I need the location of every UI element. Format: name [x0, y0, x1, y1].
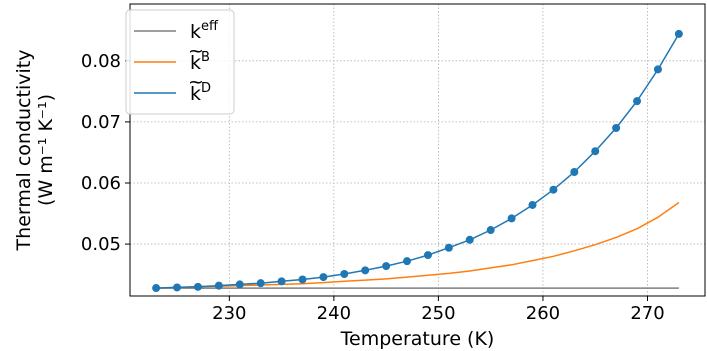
x-tick-label: 230 — [212, 303, 246, 324]
data-point — [549, 185, 558, 194]
data-point — [256, 279, 265, 288]
series-line-b — [156, 201, 680, 289]
x-tick-label: 260 — [526, 303, 560, 324]
data-point — [507, 214, 516, 223]
data-point — [152, 284, 161, 293]
y-tick-label: 0.05 — [81, 234, 121, 255]
legend-entry: kB — [190, 50, 210, 74]
x-axis-label: Temperature (K) — [340, 328, 495, 350]
legend-tilde: ~ — [188, 71, 204, 93]
legend-entry: keff — [190, 19, 219, 43]
data-point — [173, 283, 182, 292]
data-point — [444, 243, 453, 252]
data-point — [423, 251, 432, 260]
data-point — [570, 167, 579, 176]
data-point — [612, 124, 621, 133]
y-tick-label: 0.07 — [81, 112, 121, 133]
data-point — [214, 281, 223, 290]
data-point — [633, 97, 642, 106]
data-point — [465, 235, 474, 244]
data-point — [193, 282, 202, 291]
data-point — [319, 273, 328, 282]
data-point — [591, 147, 600, 156]
y-tick-label: 0.06 — [81, 173, 121, 194]
series-layer — [152, 29, 683, 293]
data-point — [653, 65, 662, 74]
data-point — [486, 226, 495, 235]
data-point — [528, 200, 537, 209]
y-axis-label-units: (W m⁻¹ K⁻¹) — [35, 94, 57, 206]
data-point — [298, 275, 307, 284]
axes-frame — [129, 3, 706, 297]
legend-tilde: ~ — [188, 40, 204, 62]
ticks: 230 240 250 260 270 0.05 0.06 0.07 0.08 — [81, 51, 665, 324]
y-axis-label-group: Thermal conductivity (W m⁻¹ K⁻¹) — [13, 50, 57, 252]
y-axis-label: Thermal conductivity — [13, 50, 35, 252]
data-point — [340, 270, 349, 279]
series-line-d — [156, 33, 680, 289]
data-point — [403, 257, 412, 266]
x-tick-label: 240 — [317, 303, 351, 324]
legend-box — [125, 9, 235, 115]
x-tick-label: 270 — [630, 303, 664, 324]
data-point — [235, 280, 244, 289]
data-point — [361, 266, 370, 275]
data-point — [674, 29, 683, 38]
data-point — [382, 262, 391, 271]
data-point — [277, 277, 286, 286]
legend-entry: kD — [190, 81, 211, 105]
y-tick-label: 0.08 — [81, 51, 121, 72]
x-tick-label: 250 — [421, 303, 455, 324]
